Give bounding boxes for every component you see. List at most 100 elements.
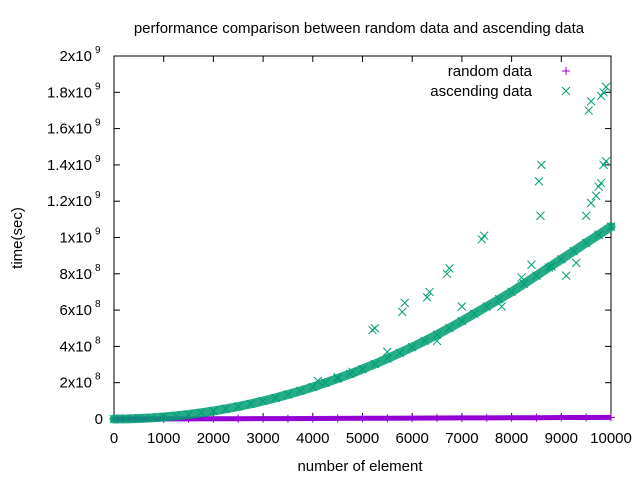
series-ascending-data [109, 82, 616, 424]
data-point [146, 413, 156, 423]
data-point [432, 336, 442, 346]
legend-label: random data [448, 63, 533, 80]
data-point [586, 198, 596, 208]
data-point [536, 211, 545, 221]
chart-title: performance comparison between random da… [134, 20, 585, 37]
data-point [333, 374, 343, 383]
data-point [233, 402, 243, 411]
data-point [221, 404, 231, 414]
data-point [532, 413, 541, 422]
data-point [581, 238, 591, 248]
x-tick-label: 6000 [396, 430, 429, 447]
data-point [561, 271, 571, 280]
y-tick-label: 1.4x10 9 [47, 154, 101, 174]
y-tick-label: 1x10 9 [59, 227, 101, 247]
data-point [442, 269, 452, 279]
data-point [408, 414, 417, 423]
y-tick-label: 6x10 8 [59, 299, 101, 319]
data-point [109, 414, 119, 424]
data-point [599, 87, 608, 97]
y-tick-mantissa: 1.8x10 [47, 84, 92, 101]
data-point [397, 307, 407, 317]
y-tick-exponent: 9 [95, 190, 101, 201]
y-tick-exponent: 8 [95, 299, 101, 310]
data-point [258, 396, 268, 406]
data-point [383, 414, 392, 423]
y-tick-exponent: 9 [95, 118, 101, 129]
data-point [606, 222, 616, 231]
data-point [271, 393, 280, 403]
data-point [547, 262, 556, 271]
data-point [134, 414, 144, 423]
x-tick-label: 4000 [296, 430, 329, 447]
data-point [557, 413, 566, 422]
y-tick-exponent: 9 [95, 154, 101, 165]
legend-marker [561, 86, 571, 96]
x-tick-label: 2000 [197, 430, 230, 447]
data-point [494, 294, 504, 304]
data-point [482, 302, 492, 311]
x-tick-label: 8000 [495, 430, 528, 447]
y-tick-mantissa: 1.2x10 [47, 193, 92, 210]
data-point [457, 413, 466, 422]
data-point [594, 230, 603, 240]
y-tick-label: 0 [95, 411, 103, 428]
series-band [109, 222, 616, 424]
y-tick-exponent: 9 [95, 81, 101, 92]
data-point [482, 413, 491, 422]
data-point [469, 309, 479, 319]
x-tick-label: 10000 [590, 430, 632, 447]
legend: random data ascending data [430, 63, 571, 100]
y-tick-exponent: 9 [95, 45, 101, 56]
data-point [358, 414, 367, 423]
data-point [607, 413, 615, 422]
data-point [313, 376, 323, 386]
data-point [519, 279, 529, 289]
data-point [209, 406, 218, 416]
legend-label: ascending data [430, 83, 532, 100]
data-point [283, 390, 293, 399]
data-point [333, 372, 343, 382]
data-point [479, 231, 489, 241]
data-point [584, 106, 593, 115]
data-point [433, 414, 442, 423]
y-tick-label: 8x10 8 [59, 263, 101, 283]
data-point [159, 412, 169, 422]
data-point [196, 408, 206, 418]
data-point [358, 364, 367, 374]
y-tick-label: 4x10 8 [59, 335, 101, 355]
data-point [599, 160, 608, 170]
y-tick-mantissa: 8x10 [59, 266, 92, 283]
data-point [425, 287, 434, 297]
series-layer [109, 82, 616, 424]
data-point [209, 414, 218, 423]
data-point [445, 264, 454, 273]
legend-marker [562, 67, 570, 75]
y-tick-mantissa: 4x10 [59, 338, 92, 355]
data-point [601, 82, 611, 92]
data-point [246, 399, 256, 409]
data-point [571, 258, 581, 268]
data-point [171, 411, 181, 421]
y-tick-label: 2x10 9 [59, 45, 101, 65]
data-point [348, 367, 357, 377]
data-point [308, 414, 317, 423]
x-tick-label: 5000 [346, 430, 379, 447]
y-tick-mantissa: 2x10 [59, 48, 92, 65]
y-tick-mantissa: 0 [95, 411, 103, 428]
data-point [122, 414, 131, 424]
data-point [586, 97, 596, 106]
data-point [283, 414, 292, 423]
data-point [400, 298, 410, 308]
data-point [556, 254, 566, 264]
legend-entry: ascending data [430, 83, 571, 100]
data-point [457, 302, 467, 311]
data-point [259, 414, 268, 423]
y-tick-label: 1.2x10 9 [47, 190, 101, 210]
x-tick-label: 0 [110, 430, 118, 447]
data-point [296, 386, 305, 396]
data-point [395, 348, 405, 358]
data-point [234, 414, 243, 423]
